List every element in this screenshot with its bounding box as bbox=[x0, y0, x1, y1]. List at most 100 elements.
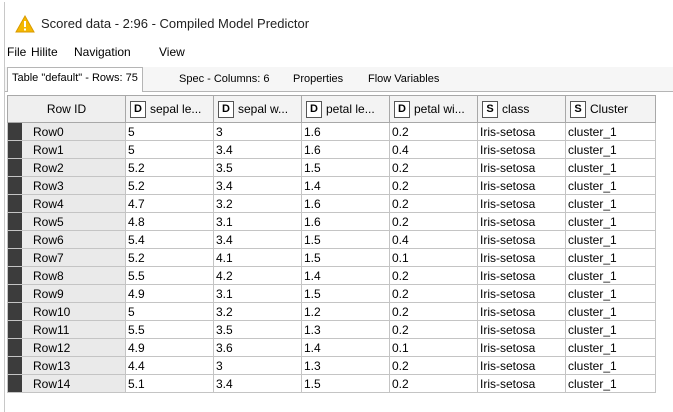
table-row[interactable]: Row12 4.9 3.6 1.4 0.1 Iris-setosa cluster_1 bbox=[7, 338, 656, 357]
row-id-cell[interactable]: Row5 bbox=[7, 212, 126, 231]
cell-petal-length[interactable]: 1.2 bbox=[301, 302, 390, 321]
table-row[interactable]: Row0 5 3 1.6 0.2 Iris-setosa cluster_1 bbox=[7, 122, 656, 141]
cell-sepal-length[interactable]: 5 bbox=[125, 140, 214, 159]
cell-petal-length[interactable]: 1.5 bbox=[301, 248, 390, 267]
rowid-header[interactable]: Row ID bbox=[7, 95, 126, 123]
cell-sepal-length[interactable]: 5 bbox=[125, 122, 214, 141]
cell-sepal-length[interactable]: 4.9 bbox=[125, 338, 214, 357]
cell-sepal-width[interactable]: 3.4 bbox=[213, 374, 302, 393]
table-row[interactable]: Row3 5.2 3.4 1.4 0.2 Iris-setosa cluster_1 bbox=[7, 176, 656, 195]
cell-petal-length[interactable]: 1.5 bbox=[301, 374, 390, 393]
table-row[interactable]: Row5 4.8 3.1 1.6 0.2 Iris-setosa cluster_1 bbox=[7, 212, 656, 231]
cell-petal-width[interactable]: 0.4 bbox=[389, 140, 478, 159]
table-row[interactable]: Row13 4.4 3 1.3 0.2 Iris-setosa cluster_1 bbox=[7, 356, 656, 375]
cell-cluster[interactable]: cluster_1 bbox=[565, 176, 656, 195]
cell-sepal-length[interactable]: 5.2 bbox=[125, 176, 214, 195]
cell-sepal-length[interactable]: 4.7 bbox=[125, 194, 214, 213]
cell-petal-length[interactable]: 1.6 bbox=[301, 122, 390, 141]
cell-class[interactable]: Iris-setosa bbox=[477, 266, 566, 285]
row-id-cell[interactable]: Row7 bbox=[7, 248, 126, 267]
cell-petal-length[interactable]: 1.6 bbox=[301, 194, 390, 213]
row-id-cell[interactable]: Row1 bbox=[7, 140, 126, 159]
table-row[interactable]: Row1 5 3.4 1.6 0.4 Iris-setosa cluster_1 bbox=[7, 140, 656, 159]
row-id-cell[interactable]: Row3 bbox=[7, 176, 126, 195]
cell-sepal-width[interactable]: 3.4 bbox=[213, 140, 302, 159]
cell-petal-width[interactable]: 0.2 bbox=[389, 374, 478, 393]
row-id-cell[interactable]: Row8 bbox=[7, 266, 126, 285]
menu-file[interactable]: File bbox=[7, 45, 27, 59]
cell-class[interactable]: Iris-setosa bbox=[477, 302, 566, 321]
cell-class[interactable]: Iris-setosa bbox=[477, 248, 566, 267]
cell-sepal-length[interactable]: 5.2 bbox=[125, 158, 214, 177]
cell-sepal-width[interactable]: 3 bbox=[213, 356, 302, 375]
menu-hilite[interactable]: Hilite bbox=[31, 45, 58, 59]
cell-sepal-length[interactable]: 5.5 bbox=[125, 266, 214, 285]
cell-sepal-width[interactable]: 3.5 bbox=[213, 158, 302, 177]
cell-class[interactable]: Iris-setosa bbox=[477, 140, 566, 159]
cell-petal-width[interactable]: 0.2 bbox=[389, 356, 478, 375]
menu-view[interactable]: View bbox=[159, 45, 185, 59]
cell-cluster[interactable]: cluster_1 bbox=[565, 356, 656, 375]
row-id-cell[interactable]: Row9 bbox=[7, 284, 126, 303]
cell-petal-width[interactable]: 0.4 bbox=[389, 230, 478, 249]
tab-spec[interactable]: Spec - Columns: 6 bbox=[179, 73, 270, 85]
cell-petal-width[interactable]: 0.1 bbox=[389, 338, 478, 357]
table-row[interactable]: Row6 5.4 3.4 1.5 0.4 Iris-setosa cluster_1 bbox=[7, 230, 656, 249]
cell-petal-width[interactable]: 0.2 bbox=[389, 320, 478, 339]
cell-sepal-length[interactable]: 5.4 bbox=[125, 230, 214, 249]
cell-sepal-width[interactable]: 3 bbox=[213, 122, 302, 141]
cell-class[interactable]: Iris-setosa bbox=[477, 320, 566, 339]
cell-cluster[interactable]: cluster_1 bbox=[565, 122, 656, 141]
cell-sepal-length[interactable]: 4.4 bbox=[125, 356, 214, 375]
cell-cluster[interactable]: cluster_1 bbox=[565, 158, 656, 177]
row-id-cell[interactable]: Row10 bbox=[7, 302, 126, 321]
cell-petal-width[interactable]: 0.2 bbox=[389, 194, 478, 213]
cell-sepal-width[interactable]: 3.4 bbox=[213, 230, 302, 249]
cell-petal-length[interactable]: 1.4 bbox=[301, 176, 390, 195]
cell-petal-length[interactable]: 1.5 bbox=[301, 284, 390, 303]
cell-sepal-width[interactable]: 3.1 bbox=[213, 212, 302, 231]
cell-cluster[interactable]: cluster_1 bbox=[565, 194, 656, 213]
cell-sepal-width[interactable]: 3.4 bbox=[213, 176, 302, 195]
cell-sepal-length[interactable]: 5 bbox=[125, 302, 214, 321]
row-id-cell[interactable]: Row6 bbox=[7, 230, 126, 249]
cell-sepal-length[interactable]: 4.9 bbox=[125, 284, 214, 303]
column-header-cluster[interactable]: S Cluster bbox=[565, 95, 656, 123]
cell-cluster[interactable]: cluster_1 bbox=[565, 140, 656, 159]
cell-petal-width[interactable]: 0.2 bbox=[389, 266, 478, 285]
cell-class[interactable]: Iris-setosa bbox=[477, 122, 566, 141]
cell-class[interactable]: Iris-setosa bbox=[477, 212, 566, 231]
cell-class[interactable]: Iris-setosa bbox=[477, 356, 566, 375]
cell-sepal-width[interactable]: 4.2 bbox=[213, 266, 302, 285]
cell-petal-width[interactable]: 0.1 bbox=[389, 248, 478, 267]
cell-petal-width[interactable]: 0.2 bbox=[389, 212, 478, 231]
table-row[interactable]: Row7 5.2 4.1 1.5 0.1 Iris-setosa cluster_1 bbox=[7, 248, 656, 267]
cell-class[interactable]: Iris-setosa bbox=[477, 284, 566, 303]
cell-class[interactable]: Iris-setosa bbox=[477, 374, 566, 393]
table-row[interactable]: Row2 5.2 3.5 1.5 0.2 Iris-setosa cluster_1 bbox=[7, 158, 656, 177]
cell-cluster[interactable]: cluster_1 bbox=[565, 284, 656, 303]
row-id-cell[interactable]: Row11 bbox=[7, 320, 126, 339]
table-row[interactable]: Row8 5.5 4.2 1.4 0.2 Iris-setosa cluster_1 bbox=[7, 266, 656, 285]
cell-class[interactable]: Iris-setosa bbox=[477, 230, 566, 249]
cell-cluster[interactable]: cluster_1 bbox=[565, 248, 656, 267]
menu-navigation[interactable]: Navigation bbox=[74, 45, 131, 59]
cell-petal-width[interactable]: 0.2 bbox=[389, 302, 478, 321]
cell-sepal-length[interactable]: 4.8 bbox=[125, 212, 214, 231]
cell-sepal-width[interactable]: 3.5 bbox=[213, 320, 302, 339]
cell-petal-width[interactable]: 0.2 bbox=[389, 122, 478, 141]
cell-sepal-width[interactable]: 3.6 bbox=[213, 338, 302, 357]
cell-sepal-length[interactable]: 5.1 bbox=[125, 374, 214, 393]
cell-cluster[interactable]: cluster_1 bbox=[565, 374, 656, 393]
cell-petal-length[interactable]: 1.3 bbox=[301, 320, 390, 339]
cell-petal-length[interactable]: 1.4 bbox=[301, 338, 390, 357]
cell-class[interactable]: Iris-setosa bbox=[477, 176, 566, 195]
cell-petal-width[interactable]: 0.2 bbox=[389, 158, 478, 177]
cell-sepal-length[interactable]: 5.2 bbox=[125, 248, 214, 267]
cell-cluster[interactable]: cluster_1 bbox=[565, 212, 656, 231]
row-id-cell[interactable]: Row4 bbox=[7, 194, 126, 213]
